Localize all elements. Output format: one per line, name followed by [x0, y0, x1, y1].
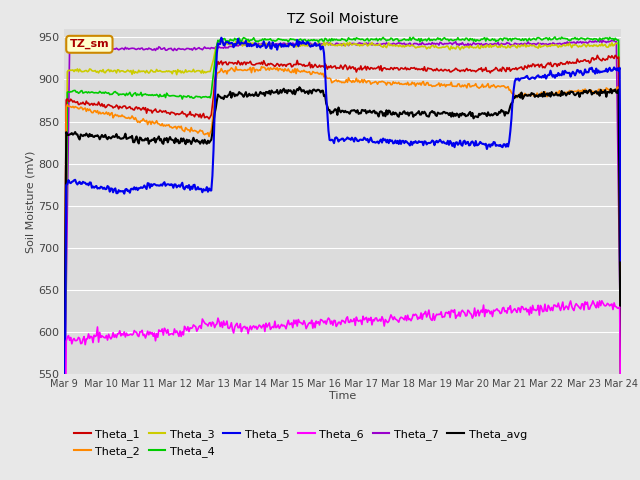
X-axis label: Time: Time [329, 391, 356, 401]
Y-axis label: Soil Moisture (mV): Soil Moisture (mV) [25, 150, 35, 253]
Title: TZ Soil Moisture: TZ Soil Moisture [287, 12, 398, 26]
Legend: Theta_1, Theta_2, Theta_3, Theta_4, Theta_5, Theta_6, Theta_7, Theta_avg: Theta_1, Theta_2, Theta_3, Theta_4, Thet… [70, 425, 531, 461]
Text: TZ_sm: TZ_sm [70, 39, 109, 49]
